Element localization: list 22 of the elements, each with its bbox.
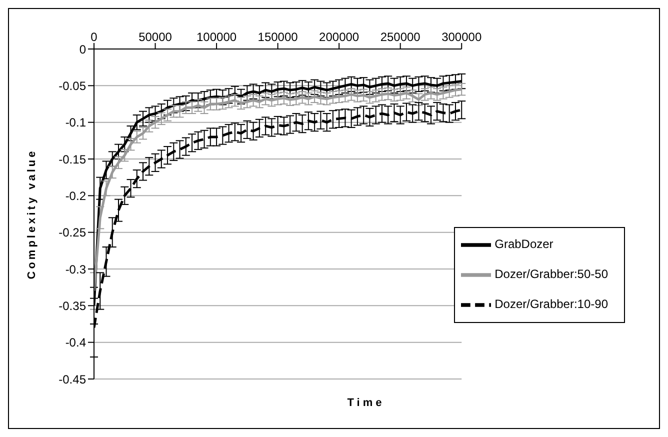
x-tick-label: 100000 <box>196 30 237 44</box>
y-tick-label: -0.15 <box>58 152 86 166</box>
y-tick-label: 0 <box>79 42 86 56</box>
y-tick-label: -0.05 <box>58 78 86 93</box>
legend-label: Dozer/Grabber:50-50 <box>494 267 608 282</box>
y-axis-title: Complexity value <box>26 148 38 280</box>
legend-label: Dozer/Grabber:10-90 <box>494 297 608 312</box>
y-tick-label: -0.25 <box>58 226 86 240</box>
x-tick-label: 0 <box>90 30 98 44</box>
y-tick-label: -0.35 <box>58 298 86 313</box>
y-tick-label: -0.4 <box>65 336 86 350</box>
x-tick-label: 300000 <box>442 30 482 44</box>
x-tick-label: 250000 <box>380 30 421 44</box>
x-tick-label: 150000 <box>258 30 298 44</box>
x-tick-label: 50000 <box>138 30 172 44</box>
legend-label: GrabDozer <box>494 237 554 252</box>
y-tick-label: -0.2 <box>65 188 86 203</box>
y-tick-label: -0.45 <box>58 372 86 386</box>
y-tick-label: -0.1 <box>65 116 86 130</box>
y-tick-label: -0.3 <box>65 262 86 276</box>
x-tick-label: 200000 <box>319 30 360 44</box>
x-axis-title: Time <box>346 397 386 409</box>
